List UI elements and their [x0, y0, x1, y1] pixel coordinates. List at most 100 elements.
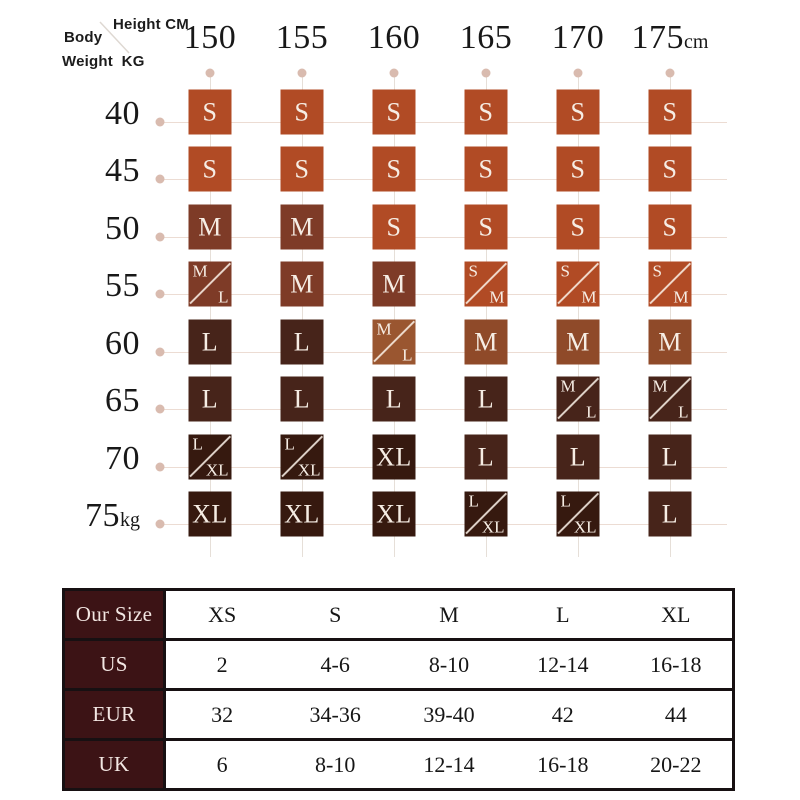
size-cell-label: L [201, 327, 219, 356]
size-cell-label: S [478, 154, 494, 183]
size-cell-top-label: M [560, 376, 576, 396]
height-weight-matrix: Height CM Body Weight KG 150 155 160 165 170… [30, 16, 727, 557]
size-cell-bottom-label: M [581, 287, 597, 307]
size-cell-label: M [382, 269, 406, 298]
grid-dot [665, 68, 675, 78]
weight-tick: 45 [30, 152, 140, 190]
table-cell: 20-22 [619, 738, 734, 791]
height-tick-unit: cm [684, 31, 709, 53]
grid-hline [158, 179, 727, 180]
height-tick: 170 [552, 19, 605, 57]
height-tick: 175cm [632, 19, 709, 57]
weight-tick-value: 40 [105, 95, 140, 132]
grid-dot [389, 68, 399, 78]
weight-tick: 65 [30, 382, 140, 420]
size-cell: L XL [556, 491, 600, 537]
size-cell: L [188, 319, 232, 365]
grid-vline [301, 77, 303, 557]
size-cell: M [280, 204, 324, 250]
table-cell: 16-18 [505, 738, 620, 791]
table-row: Our Size XS S M L XL [63, 588, 734, 641]
table-cell: 16-18 [619, 638, 734, 691]
table-cell: XS [164, 588, 279, 641]
size-cell-label: S [294, 97, 310, 126]
size-cell-label: L [661, 499, 679, 528]
size-cell-label: S [478, 97, 494, 126]
size-cell: S [372, 146, 416, 192]
grid-dot [481, 68, 491, 78]
table-row-header: US [63, 638, 166, 691]
size-cell-top-label: M [652, 376, 668, 396]
size-cell: S [556, 89, 600, 135]
size-cell-top-label: S [468, 261, 478, 281]
grid-dot [155, 462, 165, 472]
size-cell-label: XL [376, 499, 412, 528]
size-cell-top-label: L [468, 491, 479, 511]
size-cell-label: M [658, 327, 682, 356]
table-cell: 32 [164, 688, 279, 741]
height-axis-label: Height CM [113, 16, 189, 33]
size-cell-label: S [662, 212, 678, 241]
size-cell: XL [372, 491, 416, 537]
grid-dot [205, 68, 215, 78]
size-cell: S [372, 204, 416, 250]
grid-vline [485, 77, 487, 557]
size-cell: L [464, 434, 508, 480]
size-cell: S [556, 204, 600, 250]
height-tick-value: 170 [551, 19, 605, 56]
size-cell-bottom-label: XL [297, 460, 321, 480]
grid-dot [155, 347, 165, 357]
size-cell-label: L [201, 384, 219, 413]
size-cell-label: S [570, 212, 586, 241]
table-cell: 2 [164, 638, 279, 691]
size-cell: S [280, 89, 324, 135]
size-cell: XL [188, 491, 232, 537]
size-cell-bottom-label: L [586, 402, 597, 422]
size-cell-label: S [570, 97, 586, 126]
size-cell-label: L [293, 384, 311, 413]
size-cell-label: L [569, 442, 587, 471]
grid-dot [573, 68, 583, 78]
size-cell: L [280, 319, 324, 365]
size-cell: M [188, 204, 232, 250]
size-cell: L [280, 376, 324, 422]
size-cell-label: S [386, 154, 402, 183]
table-row-header: Our Size [63, 588, 166, 641]
weight-axis-label: Weight KG [62, 53, 145, 70]
grid-vline [669, 77, 671, 557]
size-cell-top-label: L [284, 434, 295, 454]
size-cell-bottom-label: XL [205, 460, 229, 480]
size-cell-label: S [202, 97, 218, 126]
grid-dot [155, 519, 165, 529]
size-cell-top-label: S [560, 261, 570, 281]
size-cell: XL [280, 491, 324, 537]
size-cell: L [372, 376, 416, 422]
corner-divider-line [99, 21, 130, 54]
size-cell-label: S [386, 97, 402, 126]
grid-hline [158, 467, 727, 468]
grid-vline [209, 77, 211, 557]
grid-dot [155, 232, 165, 242]
height-tick-value: 175 [631, 19, 685, 56]
size-cell-label: M [566, 327, 590, 356]
table-row-header: UK [63, 738, 166, 791]
size-cell-label: M [290, 269, 314, 298]
table-cell: 42 [505, 688, 620, 741]
size-cell: S [464, 89, 508, 135]
grid-dot [297, 68, 307, 78]
size-cell: S [188, 146, 232, 192]
grid-vline [577, 77, 579, 557]
size-cell-label: S [202, 154, 218, 183]
table-cell: 8-10 [392, 638, 506, 691]
size-cell-bottom-label: XL [573, 517, 597, 537]
size-cell-bottom-label: L [678, 402, 689, 422]
size-cell: S [464, 204, 508, 250]
size-cell: S [556, 146, 600, 192]
size-cell: L [556, 434, 600, 480]
size-cell-label: L [661, 442, 679, 471]
size-cell-label: S [662, 154, 678, 183]
